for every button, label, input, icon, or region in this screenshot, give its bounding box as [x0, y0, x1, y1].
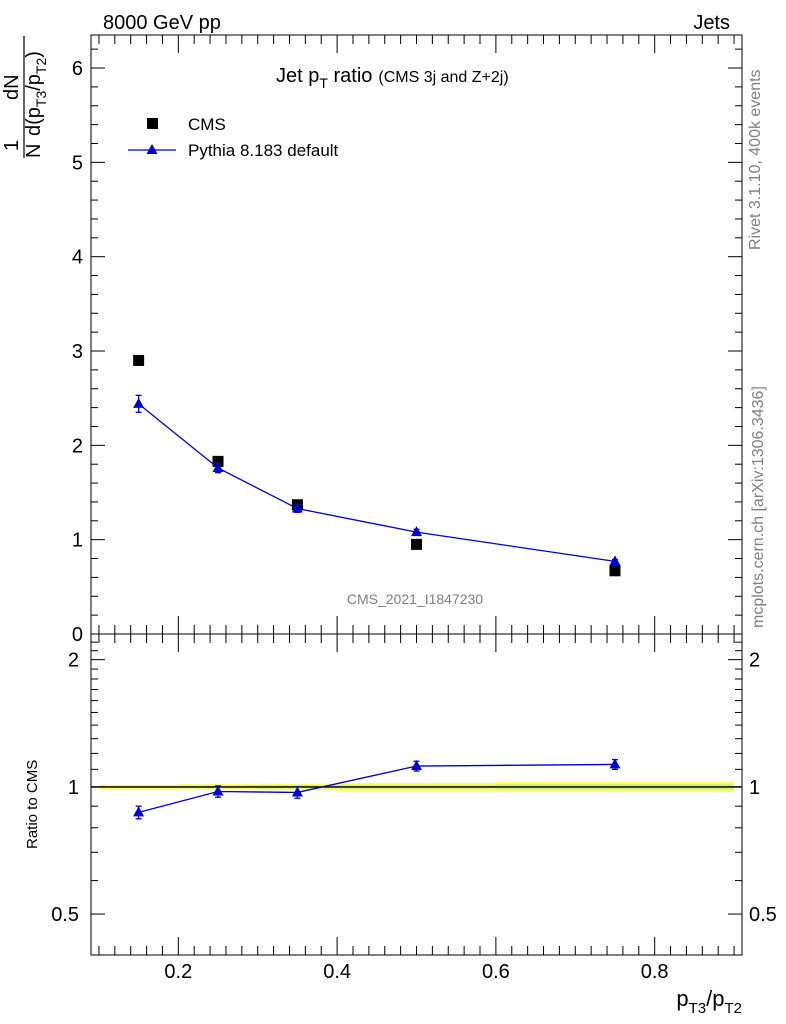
energy-label: 8000 GeV pp: [103, 12, 221, 34]
ratio-ytick-label-left: 2: [68, 650, 79, 672]
ratio-xtick-label: 0.6: [482, 961, 510, 983]
pythia-point: [291, 502, 303, 513]
main-panel: 0 1 2 3 4 5 6 Jet pT ratio (CMS 3j and Z+2j) CM…: [1, 34, 743, 646]
ratio-ytick-label-left: 1: [68, 777, 79, 799]
ratio-xtick-labels: 0.2 0.4 0.6 0.8: [164, 961, 668, 983]
main-ytick-label: 1: [72, 530, 83, 552]
ratio-pythia-point: [609, 758, 621, 769]
main-ytick-label: 2: [72, 435, 83, 457]
ratio-data-marks: [133, 758, 621, 820]
legend-pythia-label: Pythia 8.183 default: [188, 141, 339, 160]
cms-point: [609, 565, 621, 577]
cms-point: [133, 354, 145, 366]
main-ytick-label: 4: [72, 247, 83, 269]
main-ytick-label: 0: [72, 624, 83, 646]
ratio-ytick-label-right: 2: [749, 650, 760, 672]
legend-cms-label: CMS: [188, 115, 226, 134]
main-ytick-label: 5: [72, 152, 83, 174]
pythia-line: [138, 403, 616, 563]
svg-text:d(pT3/pT2): d(pT3/pT2): [23, 51, 49, 136]
ratio-xtick-label: 0.4: [323, 961, 351, 983]
legend-cms-marker: [147, 118, 158, 129]
ratio-pythia-point: [291, 786, 303, 797]
ratio-frame: [90, 633, 743, 956]
ratio-ytick-label-left: 0.5: [51, 904, 79, 926]
legend-pythia-marker: [146, 144, 158, 154]
svg-text:1: 1: [1, 140, 23, 151]
ratio-ytick-label-right: 1: [749, 777, 760, 799]
main-ylabel: 1 N dN d(pT3/pT2): [1, 36, 49, 158]
ratio-ytick-labels: 0.5 0.5 1 1 2 2: [51, 650, 777, 926]
x-axis-label: pT3/pT2: [676, 986, 742, 1017]
ratio-xtick-label: 0.2: [164, 961, 192, 983]
main-ytick-labels: 0 1 2 3 4 5 6: [72, 58, 83, 646]
svg-text:dN: dN: [1, 74, 23, 100]
analysis-watermark: CMS_2021_I1847230: [347, 591, 483, 607]
ratio-pythia-point: [133, 806, 145, 817]
ratio-axis-ticks: [91, 634, 742, 956]
svg-text:N: N: [23, 144, 45, 158]
legend: CMS Pythia 8.183 default: [128, 115, 339, 160]
ratio-pythia-point: [411, 760, 422, 771]
ratio-ylabel: Ratio to CMS: [24, 760, 41, 849]
main-ytick-label: 3: [72, 341, 83, 363]
ratio-ytick-label-right: 0.5: [749, 904, 777, 926]
cms-point: [411, 538, 422, 550]
ratio-pythia-point: [212, 785, 224, 796]
main-ytick-label: 6: [72, 58, 83, 80]
main-data-marks: [133, 354, 621, 577]
pythia-point: [411, 526, 422, 537]
source-label: mcplots.cern.ch [arXiv:1306.3436]: [750, 386, 767, 628]
pythia-point: [212, 461, 224, 472]
ratio-panel: 0.5 0.5 1 1 2 2 0.2 0.4 0.6 0.8 Ratio to CMS pT3…: [24, 633, 777, 1017]
cms-point: [212, 455, 224, 467]
main-axis-ticks: [91, 35, 742, 635]
pythia-point: [609, 555, 621, 566]
ratio-xtick-label: 0.8: [641, 961, 669, 983]
category-label: Jets: [693, 12, 730, 34]
pythia-point: [133, 397, 145, 408]
chart-title: Jet pT ratio (CMS 3j and Z+2j): [276, 65, 509, 91]
rivet-label: Rivet 3.1.10, 400k events: [747, 69, 764, 250]
